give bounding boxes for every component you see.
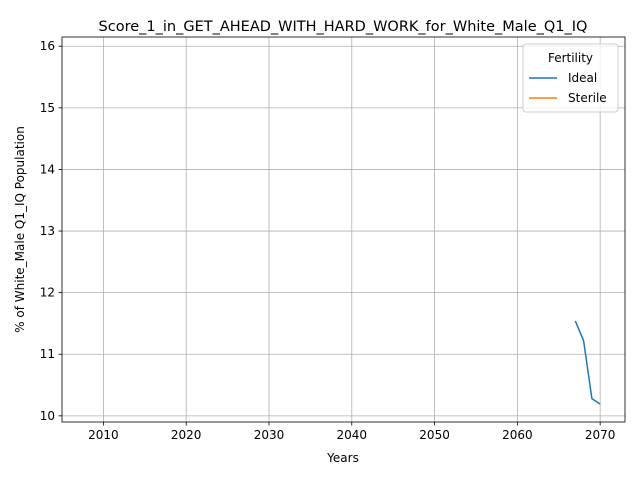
legend-label-ideal: Ideal bbox=[568, 71, 597, 85]
x-axis-label: Years bbox=[326, 451, 359, 465]
y-tick-label: 14 bbox=[40, 162, 55, 176]
x-tick-label: 2070 bbox=[585, 428, 616, 442]
y-axis-label: % of White_Male Q1_IQ Population bbox=[13, 126, 27, 333]
legend-box bbox=[522, 43, 619, 113]
x-tick-label: 2040 bbox=[337, 428, 368, 442]
legend: Fertility Ideal Sterile bbox=[522, 43, 619, 113]
x-tick-label: 2010 bbox=[88, 428, 119, 442]
y-tick-label: 13 bbox=[40, 224, 55, 238]
plot-frame bbox=[61, 36, 626, 423]
series-line-ideal bbox=[574, 320, 601, 405]
x-tick-label: 2060 bbox=[502, 428, 533, 442]
series-layer bbox=[574, 320, 601, 405]
legend-label-sterile: Sterile bbox=[568, 91, 607, 105]
axis-ticks: 2010 2020 2030 2040 2050 2060 2070 10 11 12 13 14 15… bbox=[40, 39, 616, 442]
y-tick-label: 10 bbox=[40, 409, 55, 423]
x-tick-label: 2030 bbox=[254, 428, 285, 442]
y-tick-label: 15 bbox=[40, 101, 55, 115]
y-tick-label: 11 bbox=[40, 347, 55, 361]
y-tick-label: 16 bbox=[40, 39, 55, 53]
chart-title: Score_1_in_GET_AHEAD_WITH_HARD_WORK_for_… bbox=[99, 19, 588, 35]
x-tick-label: 2050 bbox=[419, 428, 450, 442]
x-tick-label: 2020 bbox=[171, 428, 202, 442]
y-tick-label: 12 bbox=[40, 286, 55, 300]
grid-lines bbox=[62, 37, 625, 422]
legend-title: Fertility bbox=[548, 51, 593, 65]
